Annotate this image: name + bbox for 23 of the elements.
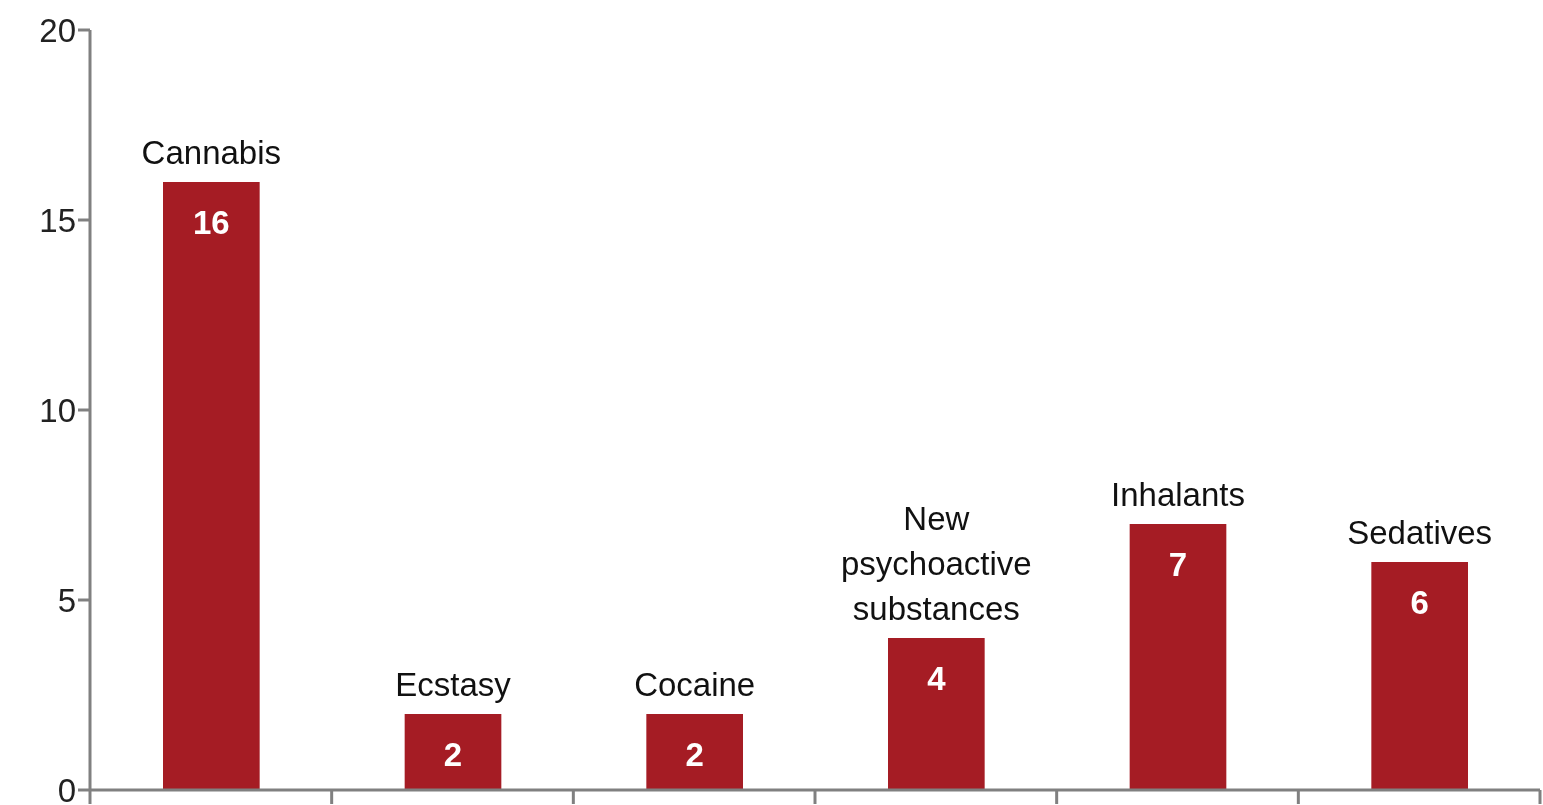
x-tick-label: Cocaine: [634, 666, 756, 703]
bar: [163, 182, 260, 790]
bar: [404, 714, 502, 790]
bar: [1129, 524, 1227, 790]
data-label: 7: [1168, 546, 1188, 583]
data-label: 6: [1410, 584, 1429, 621]
y-tick-label: 0: [57, 771, 76, 805]
data-label: 2: [443, 736, 463, 773]
x-tick-label: Ecstasy: [395, 666, 512, 703]
data-label: 2: [685, 736, 704, 773]
y-tick-label: 10: [39, 391, 76, 429]
data-label: 4: [927, 660, 947, 697]
y-tick-label: 5: [57, 581, 76, 619]
x-tick-label: New psychoactive substances: [840, 500, 1032, 627]
bar: [888, 638, 985, 790]
y-tick-label: 15: [39, 201, 76, 239]
y-tick-label: 20: [39, 11, 76, 49]
x-tick-label: Sedatives: [1347, 514, 1493, 551]
bar: [646, 714, 743, 790]
data-label: 16: [192, 204, 230, 241]
bar: [1371, 562, 1468, 790]
x-tick-label: Inhalants: [1111, 476, 1245, 513]
x-tick-label: Cannabis: [141, 134, 282, 171]
